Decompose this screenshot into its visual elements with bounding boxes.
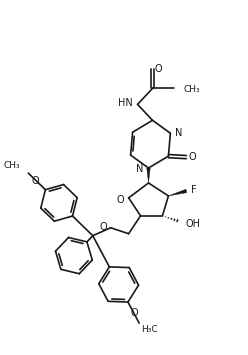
Text: OH: OH: [185, 219, 200, 229]
Text: N: N: [136, 164, 144, 174]
Text: O: O: [131, 308, 138, 318]
Polygon shape: [147, 168, 150, 183]
Text: O: O: [31, 176, 39, 186]
Text: O: O: [116, 195, 124, 205]
Text: N: N: [175, 128, 183, 138]
Text: F: F: [191, 185, 197, 195]
Text: HN: HN: [118, 98, 133, 108]
Text: H₃C: H₃C: [141, 324, 158, 334]
Text: CH₃: CH₃: [183, 85, 200, 94]
Text: O: O: [99, 222, 107, 232]
Text: O: O: [188, 152, 196, 162]
Polygon shape: [168, 189, 187, 196]
Text: CH₃: CH₃: [4, 160, 20, 170]
Text: O: O: [155, 64, 162, 73]
